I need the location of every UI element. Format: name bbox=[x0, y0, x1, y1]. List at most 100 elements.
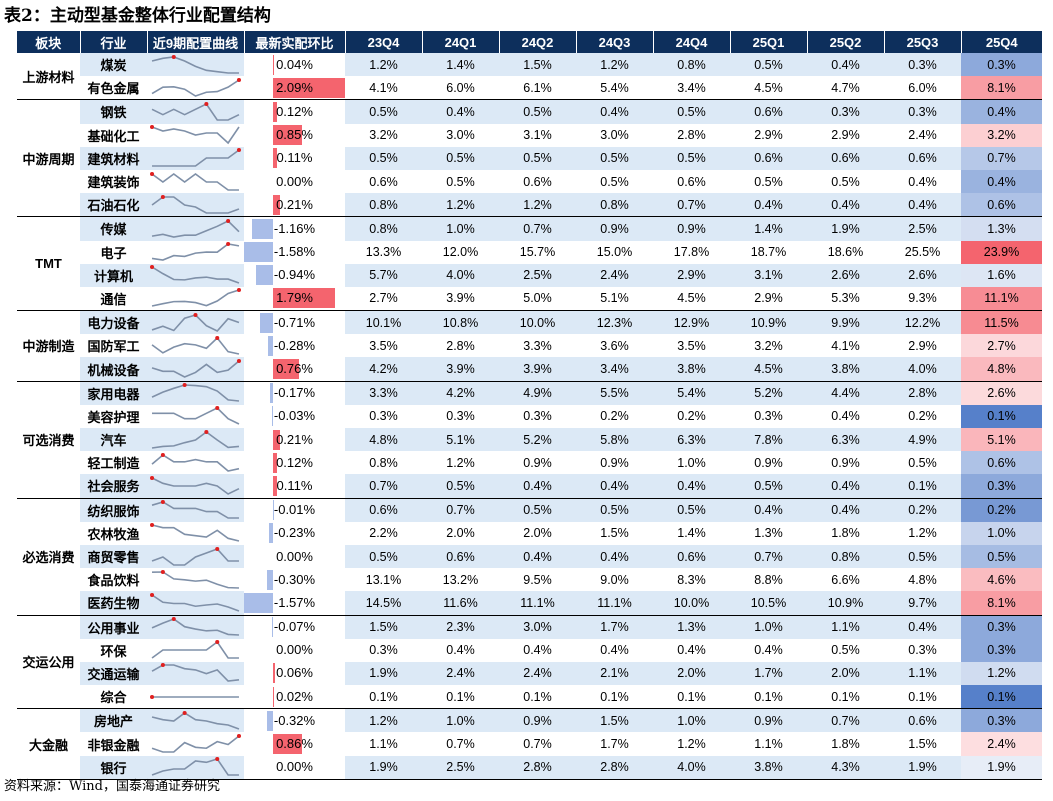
sparkline bbox=[151, 288, 241, 308]
column-header: 25Q2 bbox=[807, 31, 885, 53]
value-cell: 0.5% bbox=[908, 455, 937, 470]
value-cell: 0.3% bbox=[754, 409, 783, 424]
sparkline-cell bbox=[147, 357, 244, 382]
sparkline bbox=[150, 475, 240, 495]
sparkline-cell bbox=[147, 76, 244, 101]
value-cell: 1.2% bbox=[422, 193, 499, 218]
industry-cell: 国防军工 bbox=[87, 339, 140, 355]
sparkline-cell bbox=[147, 568, 244, 591]
sparkline-path bbox=[151, 477, 240, 495]
value-cell: 2.8% bbox=[499, 755, 576, 780]
value-cell: 0.4% bbox=[730, 498, 807, 522]
table-row: 中游周期 钢铁 0.12% 0.5% 0.4% 0.5% 0.4% 0.5% 0.6% 0.3% 0… bbox=[17, 99, 1042, 218]
value-cell: 0.3% bbox=[523, 409, 552, 424]
change-value: -0.07% bbox=[273, 619, 316, 635]
sparkline-max-dot bbox=[150, 125, 155, 130]
table-row: 可选消费 家用电器 -0.17% 3.3% 4.2% 4.9% 5.5% 5.4% 5.2% 4.… bbox=[17, 381, 1042, 499]
latest-value-cell: 1.9% bbox=[961, 755, 1042, 780]
change-bar bbox=[269, 383, 273, 404]
value-cell: 0.5% bbox=[499, 99, 576, 124]
table-row: 食品饮料 -0.30% 13.1% 13.2% 9.5% 9.0% 8.3% 8.8% 6.6%… bbox=[17, 568, 1042, 592]
change-cell: 0.76% bbox=[244, 357, 345, 382]
change-value: -0.03% bbox=[273, 408, 316, 424]
sparkline-max-dot bbox=[215, 406, 220, 411]
value-cell: 0.1% bbox=[730, 685, 807, 710]
value-cell: 6.0% bbox=[422, 76, 499, 101]
latest-value-cell: 11.1% bbox=[961, 286, 1042, 312]
value-cell: 0.1% bbox=[884, 685, 961, 710]
sparkline-cell bbox=[147, 334, 244, 357]
change-value: -0.28% bbox=[273, 337, 316, 353]
sparkline-cell bbox=[147, 99, 244, 124]
change-value: 0.21% bbox=[276, 196, 313, 212]
industry-cell: 环保 bbox=[100, 643, 127, 659]
value-cell: 1.2% bbox=[576, 53, 653, 77]
sector-cell: 必选消费 bbox=[17, 498, 80, 616]
table-row: 综合 0.02% 0.1% 0.1% 0.1% 0.1% 0.1% 0.1% 0.1% 0.1% 0… bbox=[17, 685, 1042, 710]
value-cell: 3.0% bbox=[446, 128, 475, 143]
value-cell: 0.4% bbox=[422, 99, 499, 124]
value-cell: 0.4% bbox=[446, 643, 475, 658]
value-cell: 0.4% bbox=[754, 643, 783, 658]
sparkline-path bbox=[151, 79, 240, 97]
value-cell: 2.9% bbox=[754, 128, 783, 143]
sparkline-max-dot bbox=[215, 335, 220, 340]
value-cell: 1.1% bbox=[754, 737, 783, 752]
sparkline bbox=[151, 757, 239, 777]
latest-value-cell: 8.1% bbox=[961, 76, 1042, 101]
industry-cell: 公用事业 bbox=[80, 615, 147, 639]
table-row: 中游制造 电力设备 -0.71% 10.1% 10.8% 10.0% 12.3% 12.9% 1… bbox=[17, 310, 1042, 382]
table-row: 机械设备 0.76% 4.2% 3.9% 3.9% 3.4% 3.8% 4.5% 3.8% 4.0… bbox=[17, 357, 1042, 382]
sparkline-path bbox=[151, 360, 240, 378]
industry-cell: 食品饮料 bbox=[87, 573, 140, 589]
sector-cell: 上游材料 bbox=[17, 53, 80, 101]
value-cell: 1.2% bbox=[677, 737, 706, 752]
value-cell: 2.3% bbox=[422, 615, 499, 639]
industry-cell: 煤炭 bbox=[80, 53, 147, 77]
sparkline-path bbox=[151, 172, 239, 191]
column-header: 板块 bbox=[17, 31, 81, 53]
sparkline-max-dot bbox=[160, 500, 165, 505]
sparkline bbox=[152, 406, 240, 426]
industry-cell: 电子 bbox=[100, 245, 127, 261]
sparkline-cell bbox=[147, 146, 244, 170]
value-cell: 1.2% bbox=[446, 455, 475, 470]
sparkline-cell bbox=[147, 661, 244, 686]
value-cell: 0.6% bbox=[884, 708, 961, 733]
change-cell: 0.02% bbox=[244, 685, 345, 710]
value-cell: 0.4% bbox=[600, 643, 629, 658]
change-bar bbox=[266, 710, 273, 731]
latest-value-cell: 1.2% bbox=[961, 661, 1042, 686]
change-cell: -0.94% bbox=[244, 264, 345, 287]
value-cell: 5.3% bbox=[807, 286, 884, 312]
change-value: 0.04% bbox=[276, 56, 313, 72]
value-cell: 4.0% bbox=[884, 357, 961, 382]
change-bar bbox=[271, 617, 273, 638]
change-value: -0.30% bbox=[273, 571, 316, 587]
sparkline-cell bbox=[147, 263, 244, 287]
industry-cell: 传媒 bbox=[80, 216, 147, 241]
change-bar bbox=[272, 406, 273, 427]
latest-value-cell: 23.9% bbox=[961, 240, 1042, 264]
sparkline-path bbox=[151, 219, 240, 238]
industry-cell: 综合 bbox=[80, 685, 147, 710]
change-cell: -0.28% bbox=[244, 334, 345, 357]
latest-value-cell: 4.6% bbox=[961, 568, 1042, 592]
sparkline-cell bbox=[147, 428, 244, 452]
change-value: -0.32% bbox=[273, 712, 316, 728]
value-cell: 2.0% bbox=[807, 661, 884, 686]
value-cell: 3.8% bbox=[653, 357, 730, 382]
sparkline bbox=[151, 546, 239, 566]
table-row: 社会服务 0.11% 0.7% 0.5% 0.4% 0.4% 0.4% 0.5% 0.4% 0.1… bbox=[17, 474, 1042, 499]
sparkline-cell bbox=[147, 755, 244, 780]
value-cell: 10.0% bbox=[653, 591, 730, 616]
latest-value-cell: 0.3% bbox=[961, 474, 1042, 499]
industry-cell: 机械设备 bbox=[80, 357, 147, 382]
value-cell: 1.2% bbox=[908, 526, 937, 541]
change-value: -1.16% bbox=[273, 220, 316, 236]
value-cell: 2.8% bbox=[884, 381, 961, 405]
change-cell: -0.71% bbox=[244, 311, 345, 335]
latest-value-cell: 5.1% bbox=[961, 428, 1042, 452]
table-row: 必选消费 纺织服饰 -0.01% 0.6% 0.7% 0.5% 0.5% 0.5% 0.4% 0.… bbox=[17, 498, 1042, 616]
sparkline-cell bbox=[147, 405, 244, 428]
